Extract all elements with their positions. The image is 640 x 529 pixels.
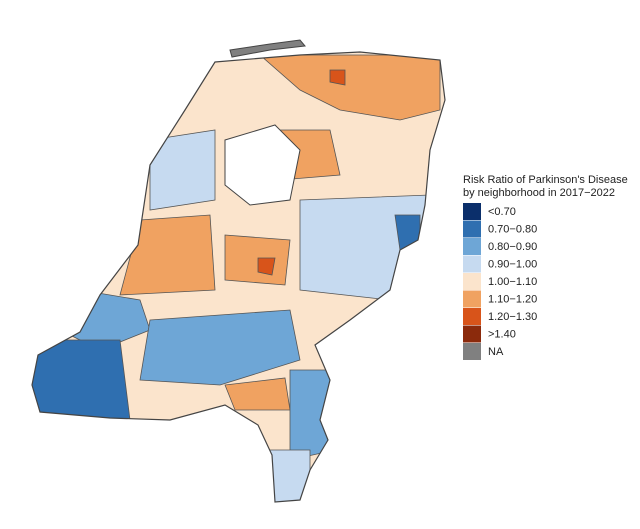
legend-label: <0.70 <box>488 206 516 218</box>
legend-label: 1.20−1.30 <box>488 311 537 323</box>
legend-swatch <box>463 255 481 273</box>
legend-label: 0.90−1.00 <box>488 258 537 270</box>
legend-title: Risk Ratio of Parkinson's Disease <box>463 174 628 186</box>
legend-swatch <box>463 308 481 325</box>
legend-label: 1.10−1.20 <box>488 293 537 305</box>
legend-swatch <box>463 273 481 290</box>
legend-swatch <box>463 343 481 360</box>
map <box>32 52 445 502</box>
legend-label: 0.70−0.80 <box>488 223 537 235</box>
wadden-islands <box>229 39 306 58</box>
map-region <box>139 309 301 386</box>
legend-label: 1.00−1.10 <box>488 276 537 288</box>
map-region <box>224 234 291 286</box>
map-region <box>257 257 276 276</box>
map-region <box>119 214 216 296</box>
legend-title: by neighborhood in 2017−2022 <box>463 187 615 199</box>
legend-label: 0.80−0.90 <box>488 241 537 253</box>
legend-swatch <box>463 203 481 220</box>
map-region <box>32 339 131 421</box>
map-outline <box>31 51 446 503</box>
ijsselmeer <box>224 124 301 206</box>
map-region <box>299 194 431 301</box>
legend-label: >1.40 <box>488 328 516 340</box>
legend-swatch <box>463 290 481 308</box>
legend-swatch <box>463 220 481 238</box>
legend-label: NA <box>488 346 504 358</box>
legend: Risk Ratio of Parkinson's Disease by nei… <box>463 174 628 360</box>
map-region <box>329 69 346 86</box>
map-region <box>149 129 216 211</box>
legend-swatch <box>463 325 481 343</box>
map-region <box>289 369 341 461</box>
legend-swatch <box>463 238 481 255</box>
